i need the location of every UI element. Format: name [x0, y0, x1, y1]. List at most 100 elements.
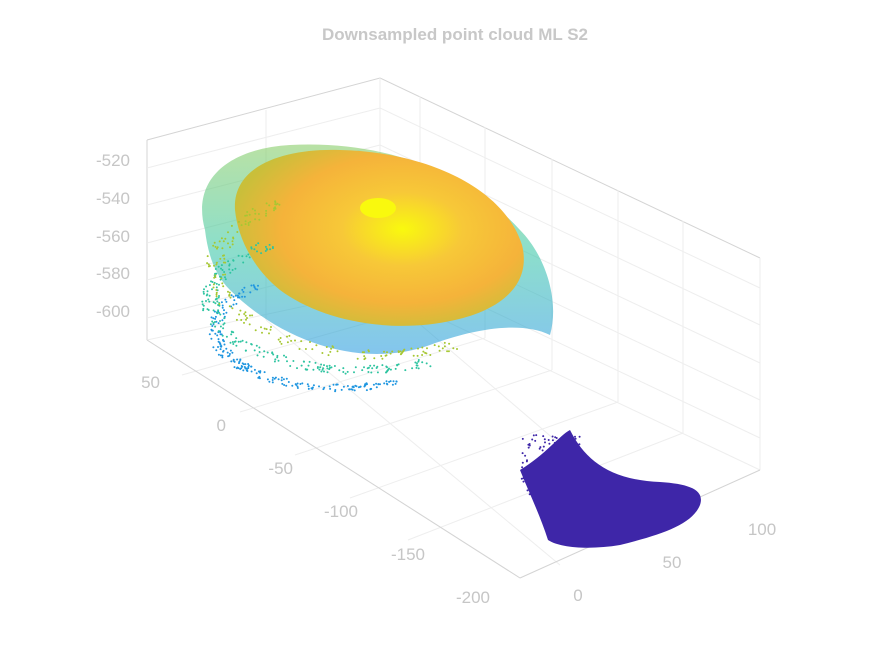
data-point	[522, 480, 525, 483]
data-point	[235, 337, 238, 340]
data-point	[208, 333, 211, 336]
data-point	[212, 286, 215, 289]
data-point	[202, 292, 205, 295]
data-point	[243, 321, 245, 324]
data-point	[228, 305, 231, 308]
data-point	[232, 343, 235, 345]
data-point	[209, 323, 212, 326]
data-point	[228, 293, 231, 296]
data-point	[543, 438, 546, 441]
data-point	[212, 322, 215, 324]
data-point	[538, 447, 541, 450]
data-point	[258, 375, 261, 378]
data-point	[225, 335, 228, 338]
data-point	[233, 299, 236, 302]
data-point	[354, 366, 357, 369]
data-point	[323, 364, 325, 367]
data-point	[206, 290, 209, 293]
data-point	[280, 342, 283, 345]
data-point	[286, 360, 288, 363]
data-point	[417, 359, 420, 361]
data-point	[365, 389, 368, 392]
data-point	[266, 351, 269, 354]
data-point	[250, 343, 253, 346]
patch-cluster	[520, 430, 701, 548]
data-point	[219, 343, 222, 346]
data-point	[213, 281, 216, 284]
data-point	[228, 291, 231, 294]
data-point	[443, 341, 446, 344]
data-point	[256, 250, 258, 253]
data-point	[221, 306, 224, 309]
data-point	[417, 367, 420, 370]
data-point	[250, 365, 253, 368]
data-point	[208, 294, 211, 297]
data-point	[225, 311, 228, 314]
data-point	[527, 446, 530, 449]
data-point	[448, 342, 451, 345]
data-point	[207, 263, 210, 266]
data-point	[214, 245, 217, 248]
data-point	[421, 361, 424, 364]
data-point	[235, 318, 238, 321]
data-point	[217, 346, 219, 348]
data-point	[280, 379, 283, 382]
data-point	[215, 297, 218, 300]
data-point	[260, 252, 263, 255]
data-point	[274, 376, 277, 379]
data-point	[224, 298, 227, 301]
data-point	[222, 273, 224, 276]
data-point	[219, 275, 221, 278]
data-point	[247, 367, 250, 370]
data-point	[328, 364, 331, 367]
data-point	[217, 330, 220, 333]
grid-line	[294, 369, 553, 456]
data-point	[220, 301, 223, 304]
x-tick-label: -150	[391, 545, 425, 564]
data-point	[205, 285, 208, 288]
data-point	[383, 382, 386, 385]
data-point	[416, 362, 418, 365]
data-point	[367, 371, 370, 373]
data-point	[251, 314, 254, 317]
data-point	[311, 348, 314, 351]
data-point	[342, 385, 345, 388]
data-point	[551, 439, 554, 442]
data-point	[229, 271, 232, 274]
data-point	[238, 361, 241, 363]
data-point	[285, 377, 288, 380]
data-point	[273, 360, 276, 363]
data-point	[329, 387, 332, 390]
data-point	[244, 314, 247, 317]
data-point	[329, 366, 331, 369]
data-point	[363, 385, 366, 388]
data-point	[212, 301, 215, 304]
data-point	[391, 383, 394, 386]
data-point	[247, 222, 250, 224]
data-point	[429, 365, 432, 368]
data-point	[221, 356, 224, 359]
data-point	[202, 307, 205, 310]
data-point	[289, 365, 292, 367]
data-point	[222, 240, 225, 243]
data-point	[363, 355, 366, 358]
data-point	[236, 366, 239, 369]
data-point	[296, 387, 299, 389]
grid-line	[239, 337, 486, 413]
data-point	[399, 353, 402, 356]
data-point	[528, 444, 531, 447]
data-point	[319, 366, 322, 369]
data-point	[421, 346, 424, 349]
data-point	[231, 243, 234, 246]
data-point	[307, 387, 310, 390]
data-point	[394, 367, 397, 370]
data-point	[229, 296, 232, 299]
data-point	[222, 350, 224, 353]
data-point	[225, 347, 228, 350]
data-point	[244, 311, 247, 314]
data-point	[404, 369, 407, 372]
data-point	[236, 294, 239, 297]
grid-line	[265, 319, 561, 566]
data-point	[370, 387, 373, 390]
data-point	[206, 262, 209, 265]
